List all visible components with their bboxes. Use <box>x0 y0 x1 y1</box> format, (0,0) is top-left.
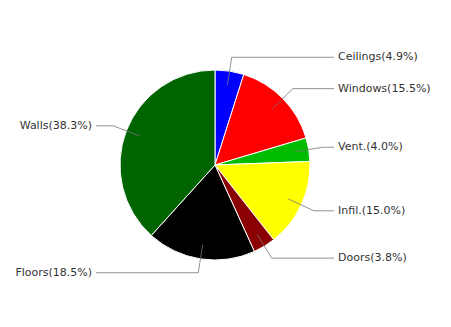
pie-slice <box>120 70 215 235</box>
slice-label: Vent.(4.0%) <box>338 140 403 153</box>
leader-line <box>288 199 334 211</box>
slice-label: Walls(38.3%) <box>20 119 92 132</box>
slice-label: Floors(18.5%) <box>15 266 92 279</box>
leader-line <box>295 147 334 152</box>
slice-label: Windows(15.5%) <box>338 82 431 95</box>
leader-line <box>227 57 334 85</box>
leader-line <box>257 234 334 258</box>
leader-line <box>273 89 334 109</box>
slice-label: Infil.(15.0%) <box>338 204 405 217</box>
labels: Ceilings(4.9%) Windows(15.5%) Vent.(4.0%) I… <box>15 50 430 278</box>
slices <box>120 70 310 260</box>
chart: Ceilings(4.9%) Windows(15.5%) Vent.(4.0%) I… <box>0 0 451 327</box>
leader-line <box>96 245 203 273</box>
slice-label: Doors(3.8%) <box>338 251 407 264</box>
chart-container: Ceilings(4.9%) Windows(15.5%) Vent.(4.0%) I… <box>0 0 451 327</box>
leader-line <box>96 126 140 136</box>
slice-label: Ceilings(4.9%) <box>338 50 418 63</box>
